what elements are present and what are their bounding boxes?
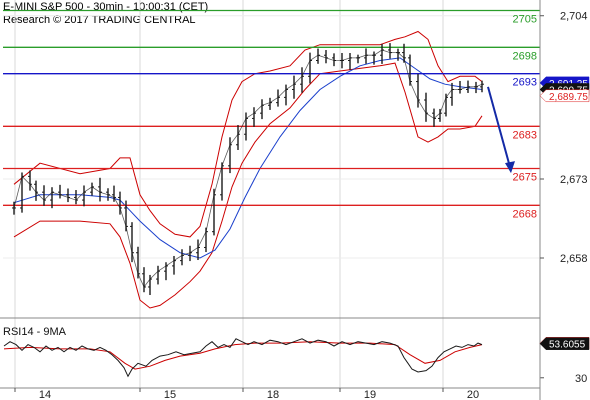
rsi-badge-1-label: 53.6055 xyxy=(549,340,586,351)
forecast-arrow-head xyxy=(505,161,515,174)
rsi-badge-1-bg xyxy=(539,337,590,350)
rsi-line xyxy=(3,338,483,378)
time-tick-label: 19 xyxy=(364,389,376,400)
level-2693-label: 2693 xyxy=(513,77,537,89)
price-levels: 2705 2698 2693 2683 2675 2668 xyxy=(3,9,540,220)
time-tick-label: 20 xyxy=(467,389,479,400)
rsi-title: RSI14 - 9MA xyxy=(3,326,67,338)
price-badge-2: 2,689.75 xyxy=(539,89,590,103)
chart-grid xyxy=(3,0,540,388)
price-bars xyxy=(12,43,515,296)
price-badge-2-label: 2,689.75 xyxy=(549,92,588,103)
rsi-ma-line xyxy=(3,341,483,370)
time-tick-label: 14 xyxy=(39,389,51,400)
rsi-panel: RSI14 - 9MA 30 xyxy=(3,326,587,385)
price-tick-label: 2,704 xyxy=(560,11,588,23)
moving-average-line xyxy=(13,57,483,259)
price-badge-2-bg xyxy=(539,89,590,103)
time-tick-label: 18 xyxy=(267,389,279,400)
bollinger-bands xyxy=(13,30,483,309)
level-2668-label: 2668 xyxy=(513,208,537,220)
price-tick-label: 2,673 xyxy=(560,174,588,186)
level-2675-label: 2675 xyxy=(513,171,537,183)
level-2683-label: 2683 xyxy=(513,129,537,141)
level-2705-label: 2705 xyxy=(513,13,537,25)
lower-band-line xyxy=(13,62,483,309)
price-close-line xyxy=(13,49,483,288)
chart-copyright: Research © 2017 TRADING CENTRAL xyxy=(3,14,196,26)
rsi-tick-label: 30 xyxy=(575,373,587,385)
level-2698-label: 2698 xyxy=(513,50,537,62)
rsi-badge-1: 53.6055 xyxy=(539,337,590,351)
forecast-arrow-line xyxy=(487,86,511,168)
price-tick-label: 2,658 xyxy=(560,253,588,265)
time-tick-label: 15 xyxy=(164,389,176,400)
